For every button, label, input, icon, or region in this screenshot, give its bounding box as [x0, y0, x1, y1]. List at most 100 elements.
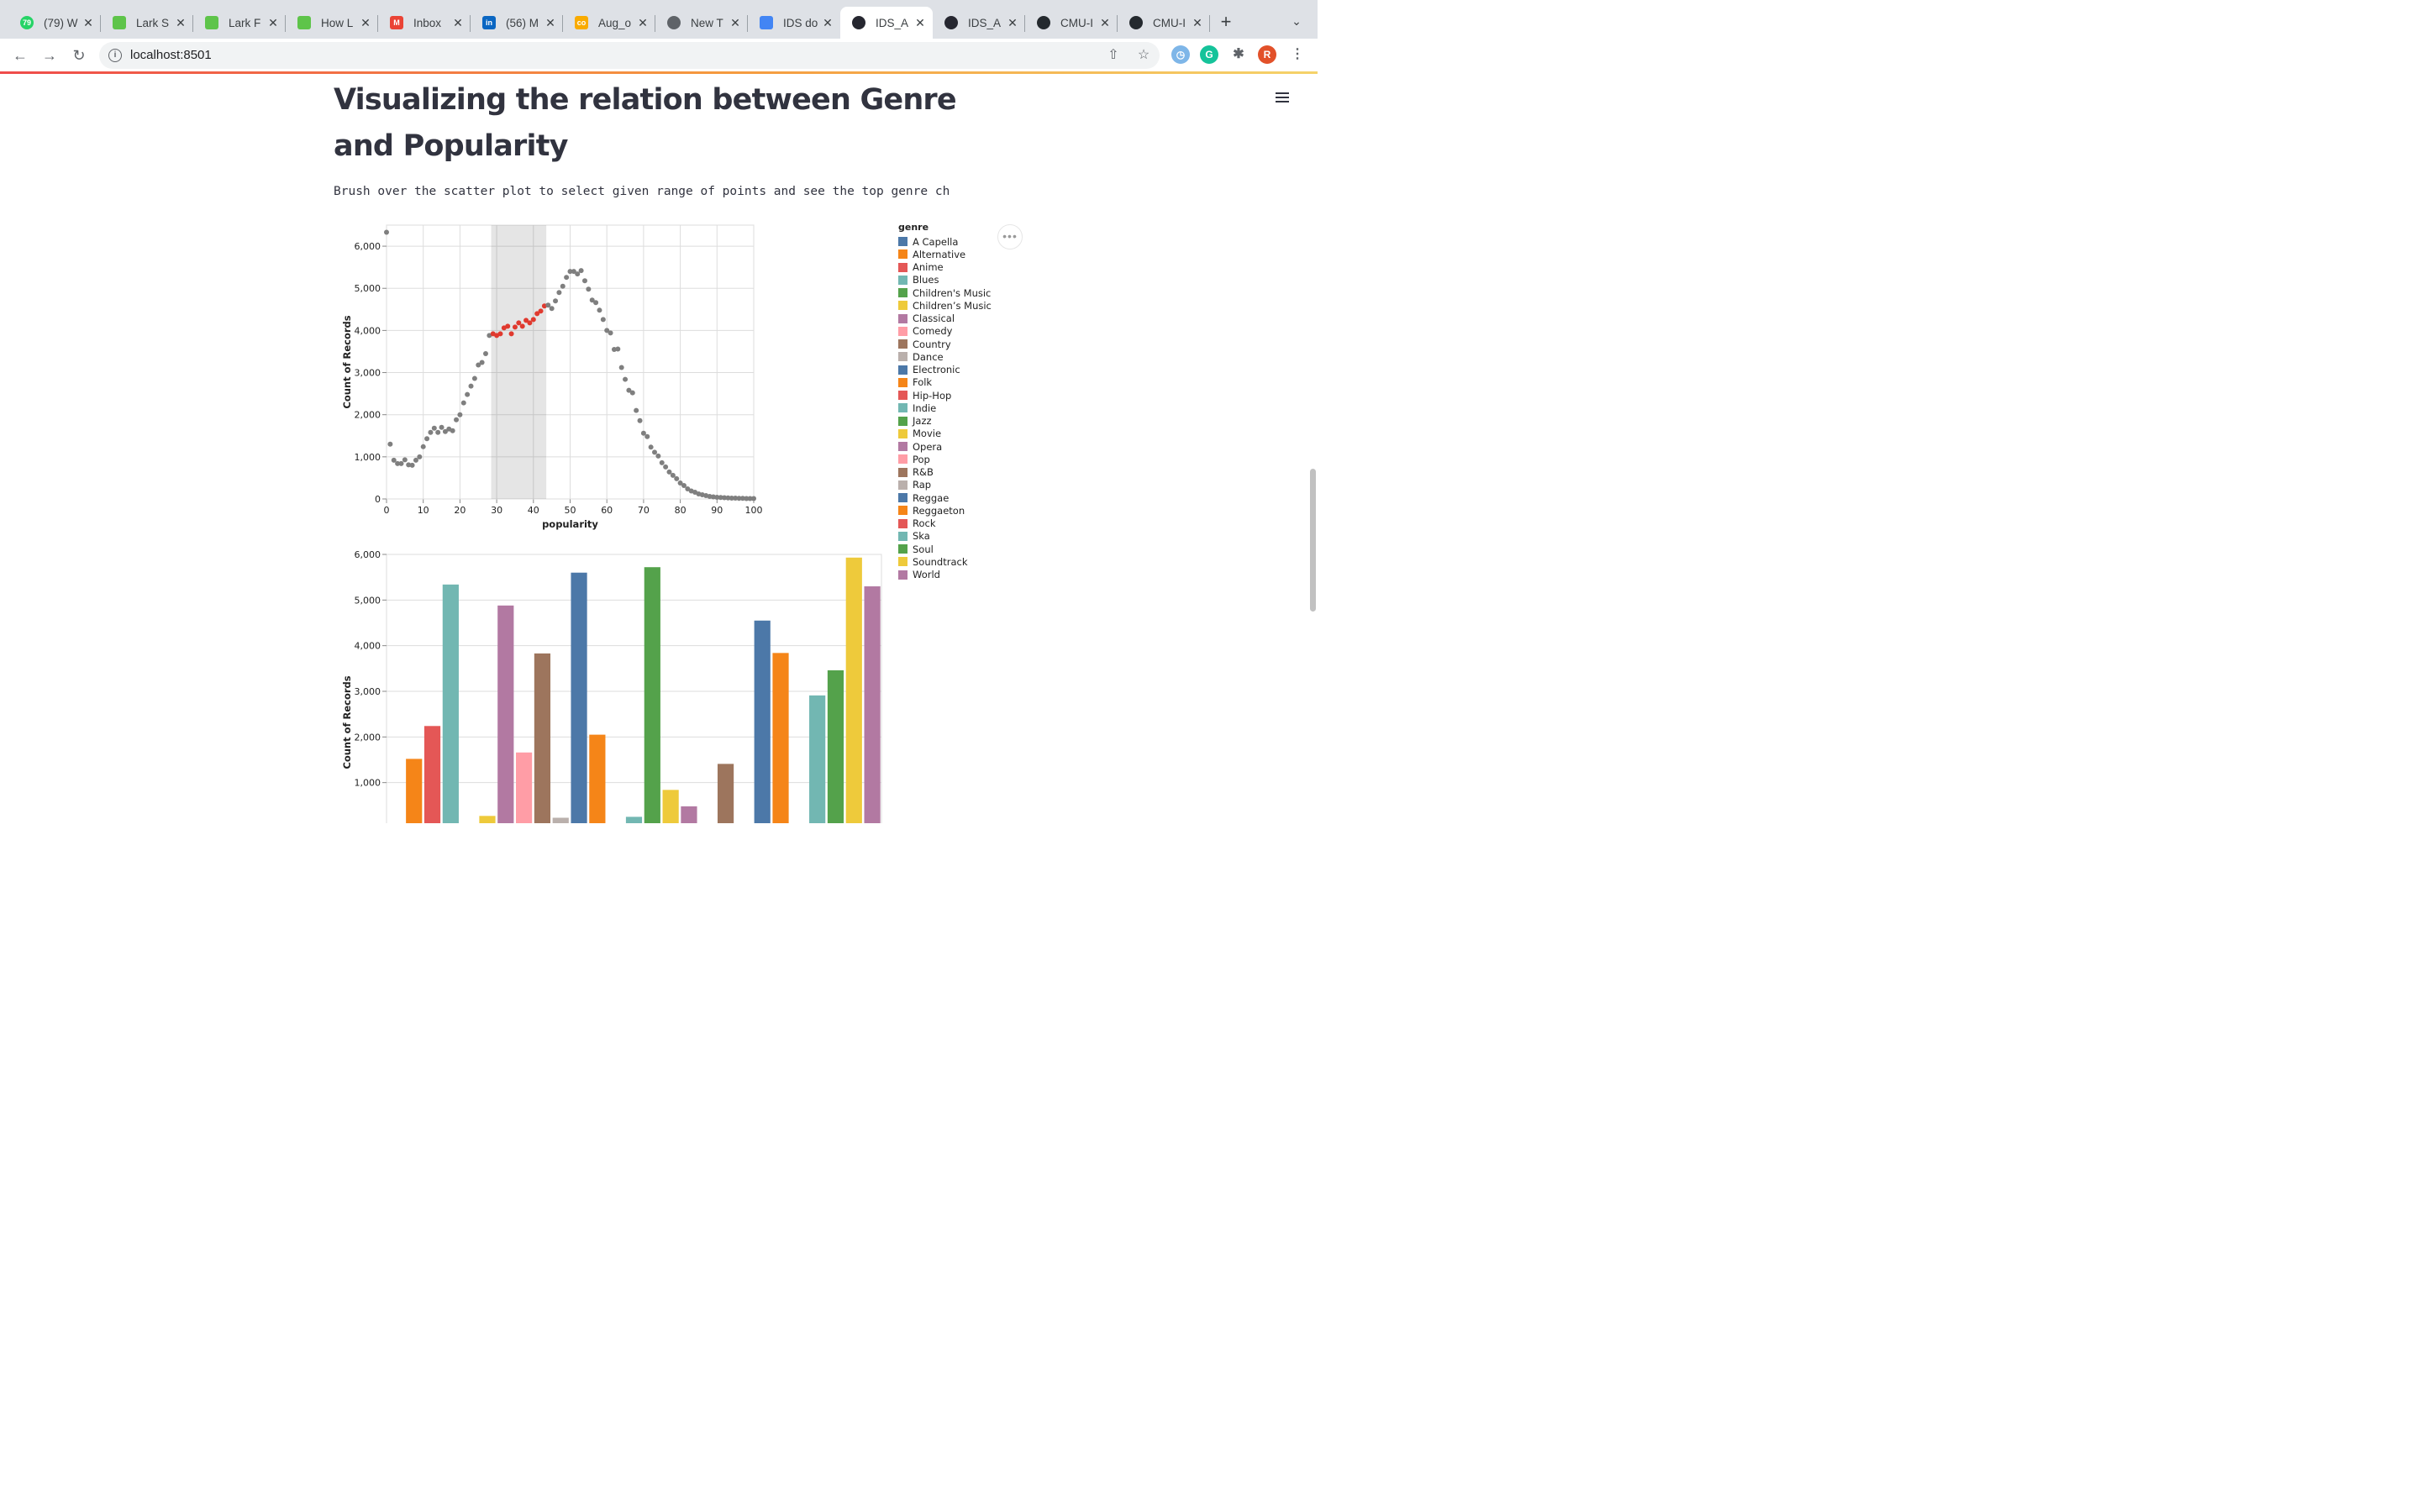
x-tick-label: 90	[711, 505, 723, 516]
legend-swatch	[898, 454, 908, 465]
share-icon[interactable]: ⇧	[1107, 48, 1119, 62]
scatter-point	[626, 387, 632, 393]
browser-tab[interactable]: co Aug_o ✕	[563, 7, 655, 39]
close-tab-icon[interactable]: ✕	[823, 15, 833, 29]
legend-label: Electronic	[913, 364, 960, 376]
scatter-point	[439, 424, 445, 430]
back-arrow-icon[interactable]: ←	[13, 47, 28, 64]
x-tick-label: 80	[675, 505, 687, 516]
scatter-point	[739, 496, 745, 501]
close-tab-icon[interactable]: ✕	[453, 15, 463, 29]
scatter-point	[608, 330, 613, 336]
tab-strip: 79 (79) W ✕ Lark S ✕ Lark F ✕ How L ✕ M Inbox ✕ in (5…	[0, 0, 1318, 39]
close-tab-icon[interactable]: ✕	[83, 15, 93, 29]
close-tab-icon[interactable]: ✕	[360, 15, 371, 29]
browser-tab[interactable]: CMU-I ✕	[1025, 7, 1118, 39]
bar	[717, 764, 734, 823]
close-tab-icon[interactable]: ✕	[268, 15, 278, 29]
close-tab-icon[interactable]: ✕	[730, 15, 740, 29]
popularity-scatter-chart[interactable]: 0 10 20 30 40 50 60 70 80 90 100 0 1,000 2,000 3,000 4,…	[336, 217, 773, 536]
legend-item: Anime	[898, 261, 1024, 274]
scatter-point	[420, 444, 426, 449]
x-tick-label: 50	[565, 505, 576, 516]
browser-tab[interactable]: New T ✕	[655, 7, 748, 39]
tab-search-chevron-icon[interactable]: ⌄	[1292, 14, 1302, 28]
address-bar[interactable]: i localhost:8501 ⇧ ☆	[99, 42, 1160, 69]
scatter-point	[395, 460, 401, 466]
scatter-point	[460, 400, 466, 406]
colab-icon: co	[575, 16, 588, 29]
scatter-point	[634, 407, 639, 413]
hamburger-menu-icon[interactable]	[1274, 89, 1294, 106]
legend-item: Classical	[898, 312, 1024, 325]
close-tab-icon[interactable]: ✕	[638, 15, 648, 29]
browser-menu-icon[interactable]: ⋮	[1291, 47, 1304, 61]
scatter-point	[604, 328, 610, 333]
scatter-point	[523, 318, 529, 323]
tab-title: How L	[321, 16, 354, 29]
tab-title: CMU-I	[1060, 16, 1093, 29]
scatter-point	[644, 433, 650, 439]
tab-title: (79) W	[44, 16, 78, 29]
tab-separator	[470, 15, 471, 32]
legend-label: Blues	[913, 274, 939, 286]
scatter-point	[615, 346, 621, 352]
chart-actions-menu-icon[interactable]: •••	[997, 224, 1023, 249]
close-tab-icon[interactable]: ✕	[1100, 15, 1110, 29]
scatter-point	[629, 390, 635, 396]
close-tab-icon[interactable]: ✕	[1007, 15, 1018, 29]
tab-title: Inbox	[413, 16, 442, 29]
extensions-puzzle-icon[interactable]: ✱	[1233, 47, 1244, 61]
legend-swatch	[898, 518, 908, 528]
browser-tab[interactable]: IDS do ✕	[748, 7, 840, 39]
scatter-point	[681, 482, 687, 488]
browser-tab[interactable]: in (56) M ✕	[471, 7, 563, 39]
legend-label: Rap	[913, 479, 932, 491]
profile-avatar[interactable]: R	[1258, 45, 1276, 64]
legend-label: R&B	[913, 466, 934, 479]
site-info-icon[interactable]: i	[108, 49, 122, 62]
browser-tab[interactable]: M Inbox ✕	[378, 7, 471, 39]
browser-tab[interactable]: Lark F ✕	[193, 7, 286, 39]
new-tab-button[interactable]: +	[1220, 11, 1232, 32]
browser-tab[interactable]: IDS_A ✕	[840, 7, 933, 39]
legend-label: Jazz	[913, 415, 932, 428]
scatter-point	[428, 429, 434, 435]
browser-tab[interactable]: 79 (79) W ✕	[8, 7, 101, 39]
bar	[864, 586, 881, 823]
close-tab-icon[interactable]: ✕	[176, 15, 186, 29]
legend-swatch	[898, 403, 908, 413]
legend-label: World	[913, 569, 940, 581]
y-tick-label: 1,000	[355, 778, 381, 789]
legend-item: Children's Music	[898, 286, 1024, 299]
grammarly-extension-icon[interactable]: G	[1200, 45, 1218, 64]
tab-title: Aug_o	[598, 16, 632, 29]
browser-tab[interactable]: Lark S ✕	[101, 7, 193, 39]
x-tick-label: 0	[384, 505, 390, 516]
x-tick-label: 40	[528, 505, 539, 516]
legend-label: Ska	[913, 530, 930, 543]
reload-icon[interactable]: ↻	[72, 47, 86, 64]
browser-tab[interactable]: How L ✕	[286, 7, 378, 39]
close-tab-icon[interactable]: ✕	[545, 15, 555, 29]
bar	[644, 567, 660, 823]
forward-arrow-icon[interactable]: →	[42, 47, 57, 64]
tab-separator	[192, 15, 193, 32]
bookmark-star-icon[interactable]: ☆	[1137, 48, 1150, 62]
scatter-point	[618, 365, 624, 370]
browser-tab[interactable]: IDS_A ✕	[933, 7, 1025, 39]
url-text[interactable]: localhost:8501	[130, 48, 212, 62]
legend-label: Hip-Hop	[913, 389, 952, 402]
y-tick-label: 5,000	[355, 595, 381, 606]
page-scrollbar[interactable]	[1310, 469, 1316, 612]
close-tab-icon[interactable]: ✕	[915, 15, 925, 29]
legend-swatch	[898, 301, 908, 311]
legend-swatch	[898, 326, 908, 336]
close-tab-icon[interactable]: ✕	[1192, 15, 1202, 29]
browser-tab[interactable]: CMU-I ✕	[1118, 7, 1210, 39]
bar	[772, 653, 789, 823]
scatter-point	[442, 428, 448, 434]
legend-swatch	[898, 570, 908, 580]
clock-extension-icon[interactable]: ◷	[1171, 45, 1190, 64]
y-tick-label: 6,000	[355, 549, 381, 560]
